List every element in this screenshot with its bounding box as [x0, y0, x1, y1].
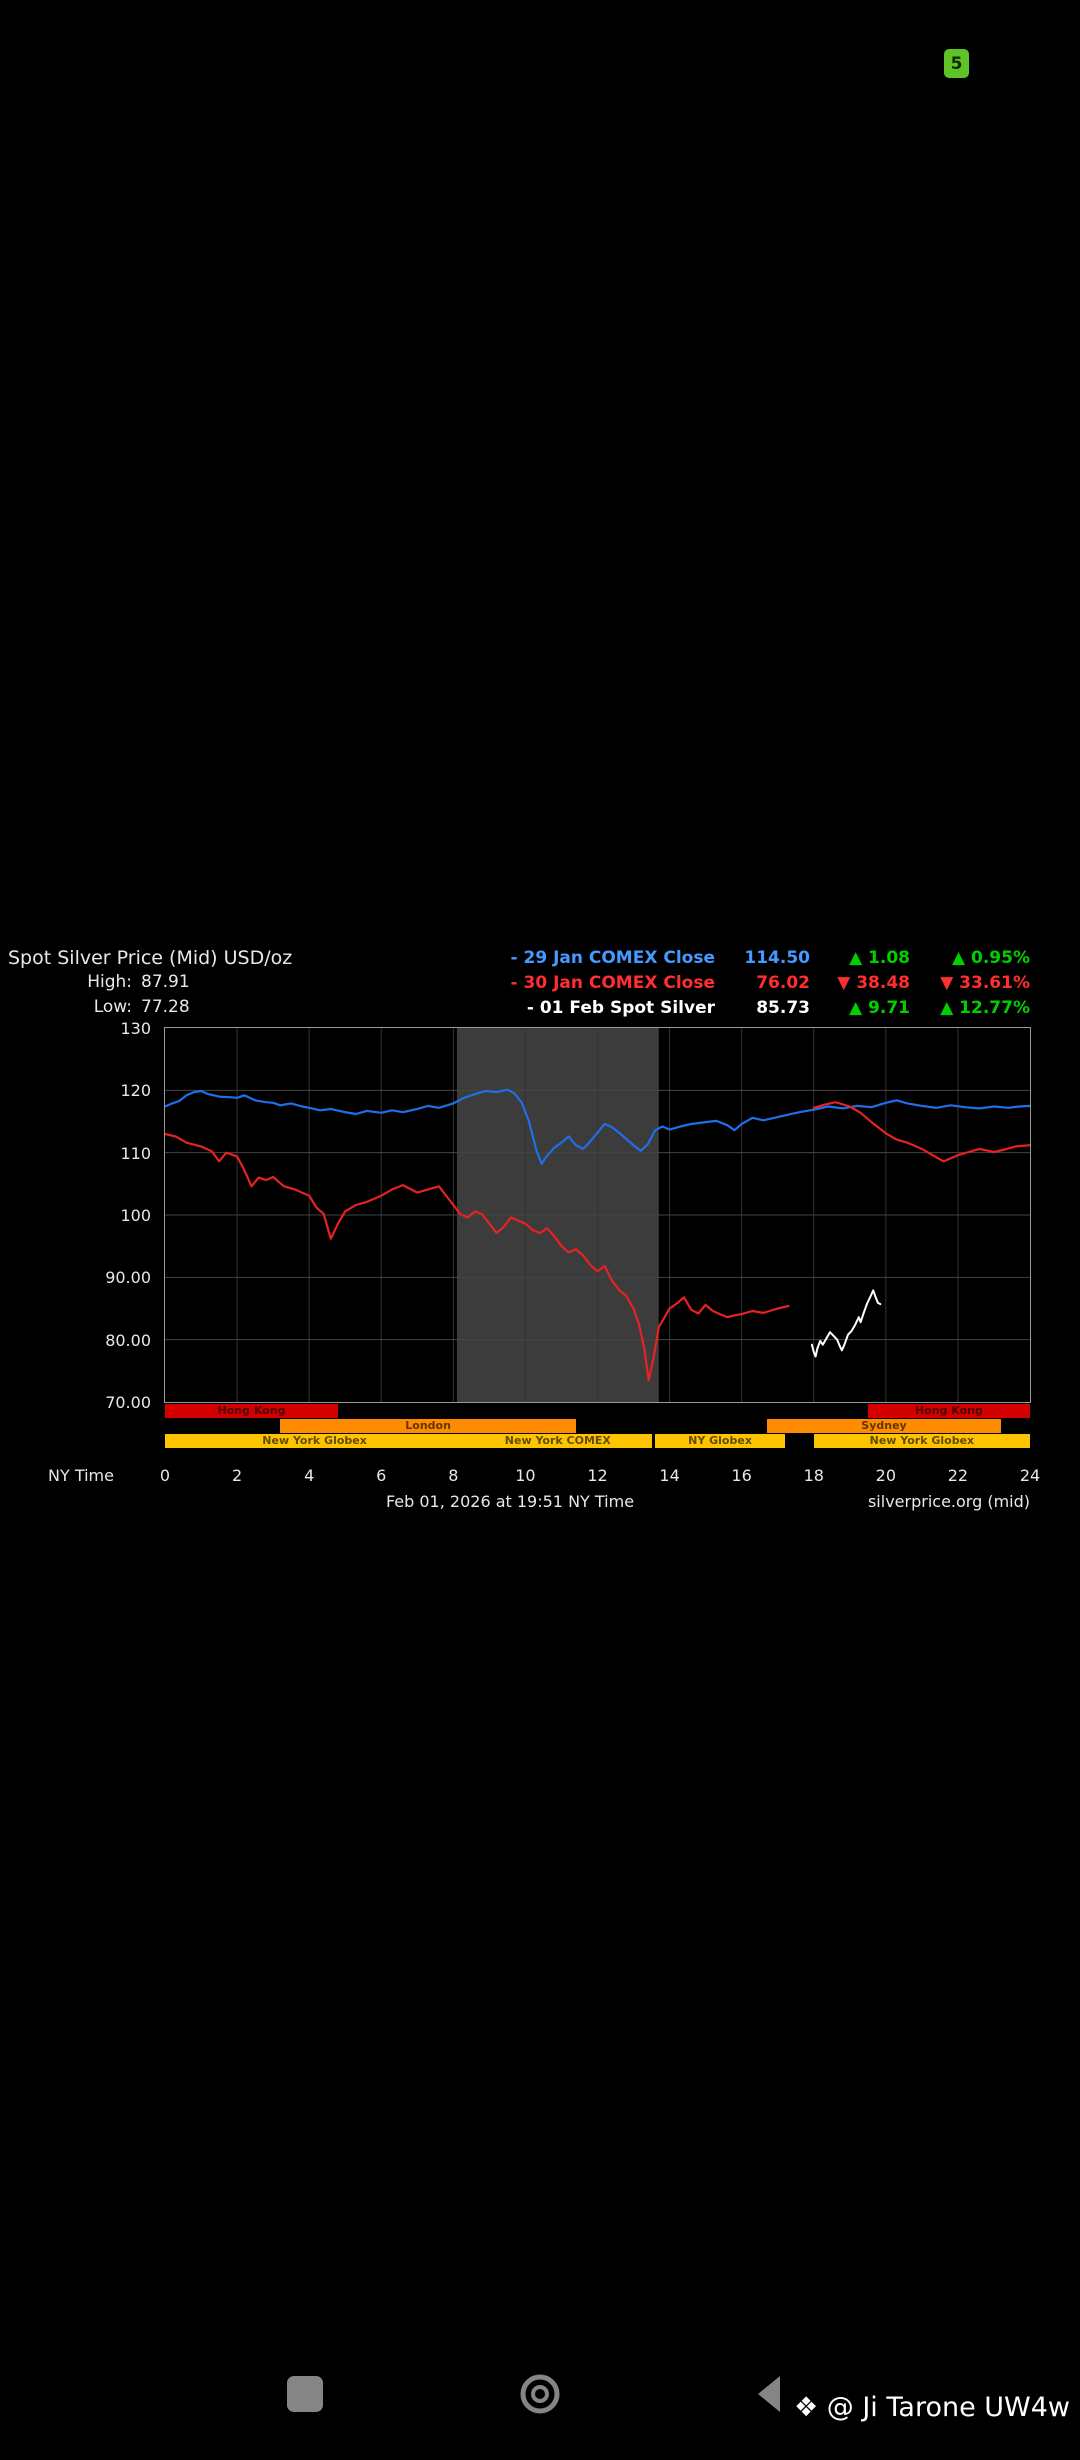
legend-value: 85.73	[756, 997, 810, 1018]
legend-row-29jan: - 29 Jan COMEX Close 114.50 ▲ 1.08 ▲ 0.9…	[511, 945, 1030, 970]
y-axis-tick-label: 120	[120, 1081, 151, 1101]
series-line-30jan	[812, 1101, 1030, 1163]
home-circle-icon	[520, 2374, 560, 2414]
session-bar-label: Sydney	[861, 1419, 907, 1432]
x-axis-tick-label: 12	[587, 1466, 608, 1485]
x-axis-tick-label: 24	[1019, 1466, 1041, 1485]
battery-badge: 5	[944, 49, 969, 78]
x-axis-tick-label: 4	[304, 1466, 315, 1485]
legend-label: - 29 Jan COMEX Close	[510, 947, 715, 968]
session-bar-sydney: Sydney	[766, 1419, 1002, 1433]
chart-legend: - 29 Jan COMEX Close 114.50 ▲ 1.08 ▲ 0.9…	[511, 945, 1030, 1020]
high-value-row: High: 87.91	[58, 972, 190, 992]
legend-change-pct: ▼ 33.61%	[940, 972, 1030, 993]
series-line-01feb	[810, 1289, 882, 1358]
session-bar-new-york-globex: New York Globex	[813, 1434, 1030, 1448]
x-axis-tick-label: 16	[731, 1466, 752, 1485]
watermark: ❖ @ Ji Tarone UW4w	[793, 2392, 1070, 2423]
legend-change-pct: ▲ 12.77%	[940, 997, 1030, 1018]
android-nav-bar	[0, 2368, 1080, 2420]
session-bar-new-york-globex: New York Globex	[165, 1434, 465, 1448]
high-label: High:	[87, 972, 132, 992]
low-label: Low:	[93, 997, 132, 1017]
x-axis-title: NY Time	[48, 1466, 114, 1485]
x-axis-tick-label: 2	[231, 1466, 243, 1485]
legend-change: ▼ 38.48	[837, 972, 910, 993]
legend-change: ▲ 1.08	[849, 947, 910, 968]
session-bar-new-york-comex: New York COMEX	[464, 1434, 652, 1448]
session-bar-hong-kong: Hong Kong	[165, 1404, 338, 1418]
y-axis-tick-label: 130	[120, 1019, 151, 1038]
session-bar-label: Hong Kong	[914, 1404, 983, 1417]
home-button[interactable]	[514, 2368, 566, 2420]
recents-button[interactable]	[279, 2368, 331, 2420]
back-triangle-icon	[758, 2376, 780, 2412]
session-bar-label: NY Globex	[688, 1434, 752, 1447]
x-axis-tick-label: 14	[659, 1466, 680, 1485]
legend-value: 76.02	[756, 972, 810, 993]
legend-value: 114.50	[744, 947, 810, 968]
y-axis: 130 120 110 100 90.00 80.00 70.00	[0, 1019, 157, 1412]
x-axis: 0 2 4 6 8 10 12 14 16 18 20 22 24	[160, 1466, 1040, 1486]
x-axis-tick-label: 10	[515, 1466, 536, 1485]
x-axis-tick-label: 8	[448, 1466, 459, 1485]
y-axis-tick-label: 110	[120, 1143, 151, 1163]
legend-row-01feb: - 01 Feb Spot Silver 85.73 ▲ 9.71 ▲ 12.7…	[511, 995, 1030, 1020]
session-bar-ny-globex: NY Globex	[655, 1434, 785, 1448]
y-axis-tick-label: 100	[120, 1206, 151, 1225]
plot-area	[164, 1027, 1031, 1403]
session-bar-label: London	[405, 1419, 451, 1432]
x-axis-tick-label: 22	[947, 1466, 969, 1485]
session-bar-london: London	[280, 1419, 576, 1433]
legend-change-pct: ▲ 0.95%	[952, 947, 1030, 968]
price-lines-plot	[165, 1028, 1030, 1402]
session-bar-label: New York Globex	[869, 1434, 975, 1447]
y-axis-tick-label: 70.00	[105, 1393, 151, 1412]
x-axis-tick-label: 0	[159, 1466, 171, 1485]
session-bar-label: New York Globex	[262, 1434, 367, 1447]
legend-label: - 01 Feb Spot Silver	[526, 997, 715, 1018]
low-value-row: Low: 77.28	[58, 997, 190, 1017]
series-line-29jan	[165, 1088, 1030, 1165]
chart-source: silverprice.org (mid)	[867, 1492, 1030, 1511]
session-bar-label: Hong Kong	[217, 1404, 286, 1417]
chart-timestamp: Feb 01, 2026 at 19:51 NY Time	[385, 1492, 635, 1511]
legend-row-30jan: - 30 Jan COMEX Close 76.02 ▼ 38.48 ▼ 33.…	[511, 970, 1030, 995]
legend-label: - 30 Jan COMEX Close	[510, 972, 715, 993]
x-axis-tick-label: 18	[803, 1466, 824, 1485]
high-value: 87.91	[141, 972, 190, 992]
session-bar-hong-kong: Hong Kong	[867, 1404, 1030, 1418]
series-line-30jan	[165, 1132, 790, 1382]
y-axis-tick-label: 80.00	[105, 1330, 151, 1350]
low-value: 77.28	[141, 997, 190, 1017]
chart-title: Spot Silver Price (Mid) USD/oz	[8, 947, 293, 969]
x-axis-tick-label: 6	[376, 1466, 387, 1485]
legend-change: ▲ 9.71	[849, 997, 910, 1018]
session-bar-label: New York COMEX	[504, 1434, 611, 1447]
back-button[interactable]	[744, 2368, 796, 2420]
recents-square-icon	[287, 2376, 323, 2412]
x-axis-tick-label: 20	[875, 1466, 896, 1485]
market-session-bars: Hong Kong Hong Kong London Sydney New York G…	[165, 1404, 1030, 1448]
y-axis-tick-label: 90.00	[105, 1268, 151, 1288]
silver-price-chart: Spot Silver Price (Mid) USD/oz High: 87.…	[0, 935, 1080, 1525]
